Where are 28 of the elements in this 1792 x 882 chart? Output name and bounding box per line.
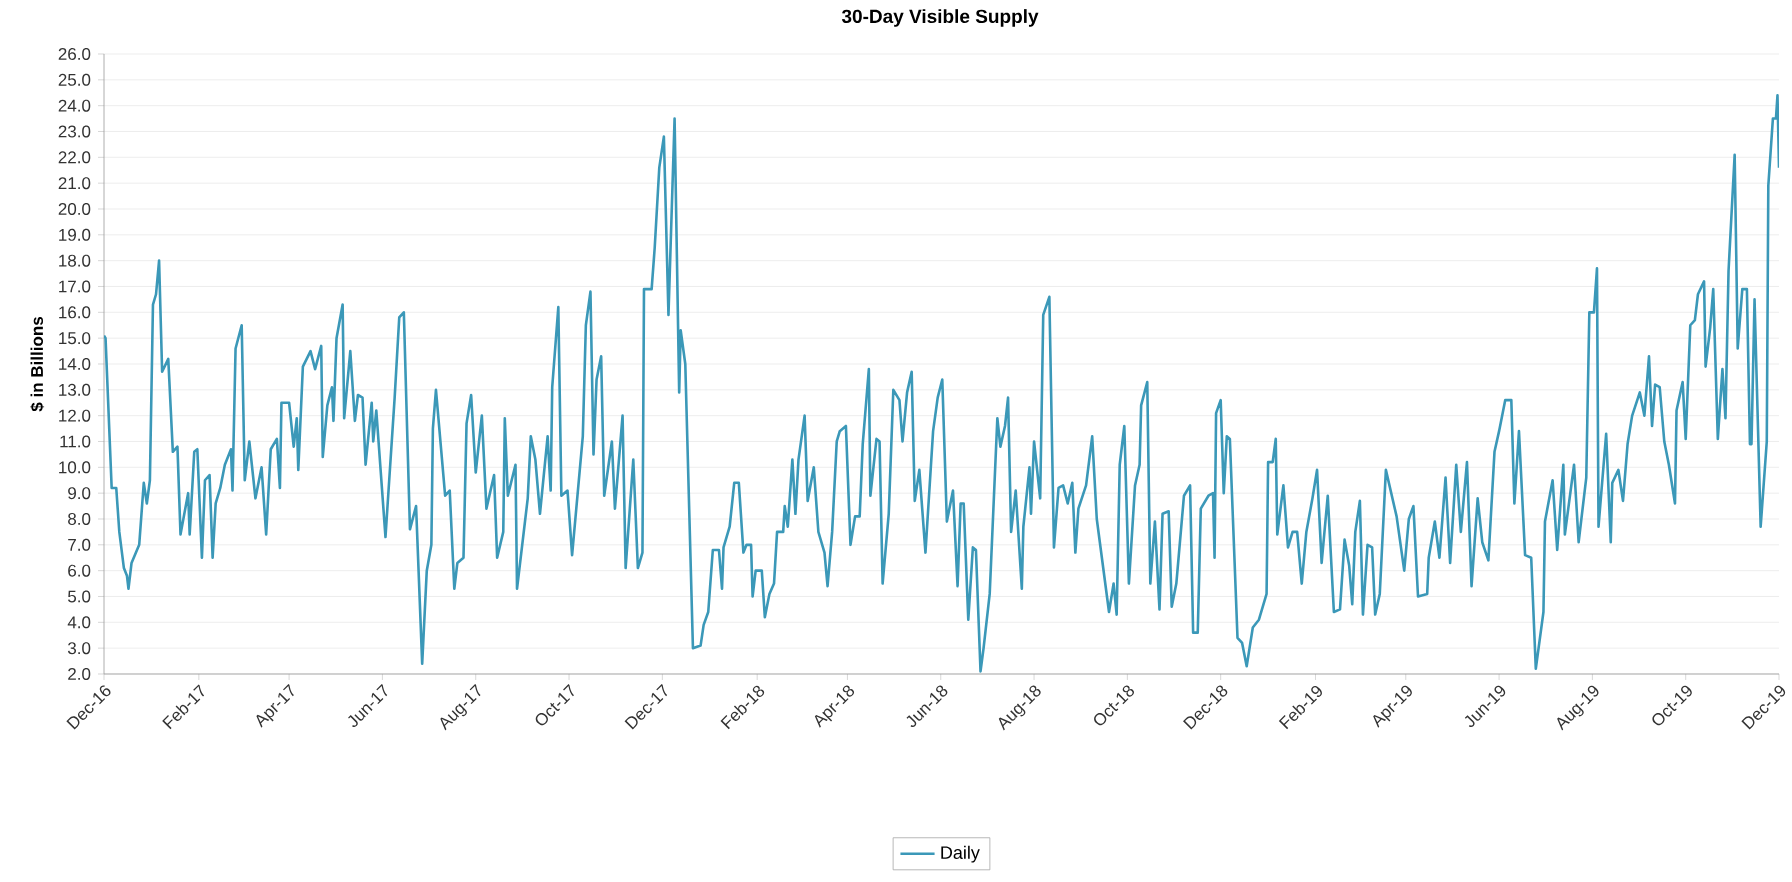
y-tick-label: 12.0 [59,409,91,422]
y-tick-label: 25.0 [58,73,91,86]
y-tick-label: 9.0 [68,487,91,500]
y-tick-label: 24.0 [58,99,91,112]
y-tick-label: 15.0 [59,332,91,345]
y-axis-title: $ in Billions [30,316,45,412]
y-tick-label: 22.0 [58,151,91,164]
y-tick-label: 4.0 [67,616,91,629]
y-tick-label: 18.0 [59,254,91,267]
y-tick-label: 26.0 [58,47,91,60]
y-tick-label: 21.0 [58,177,91,190]
y-tick-label: 19.0 [59,228,91,241]
y-tick-label: 10.0 [59,461,91,474]
chart-title: 30-Day Visible Supply [841,9,1039,27]
y-tick-label: 14.0 [59,357,91,370]
y-tick-label: 5.0 [68,590,91,603]
y-tick-label: 6.0 [68,564,91,577]
legend-label: Daily [941,845,980,863]
y-tick-label: 13.0 [59,383,91,396]
y-tick-label: 8.0 [68,512,91,525]
y-tick-label: 7.0 [68,538,91,551]
y-tick-label: 17.0 [59,280,91,293]
y-tick-label: 3.0 [67,642,91,655]
y-tick-label: 16.0 [59,306,91,319]
y-tick-label: 23.0 [58,125,91,138]
y-tick-label: 11.0 [60,435,91,448]
y-tick-label: 20.0 [58,202,91,215]
y-tick-label: 2.0 [68,667,91,680]
